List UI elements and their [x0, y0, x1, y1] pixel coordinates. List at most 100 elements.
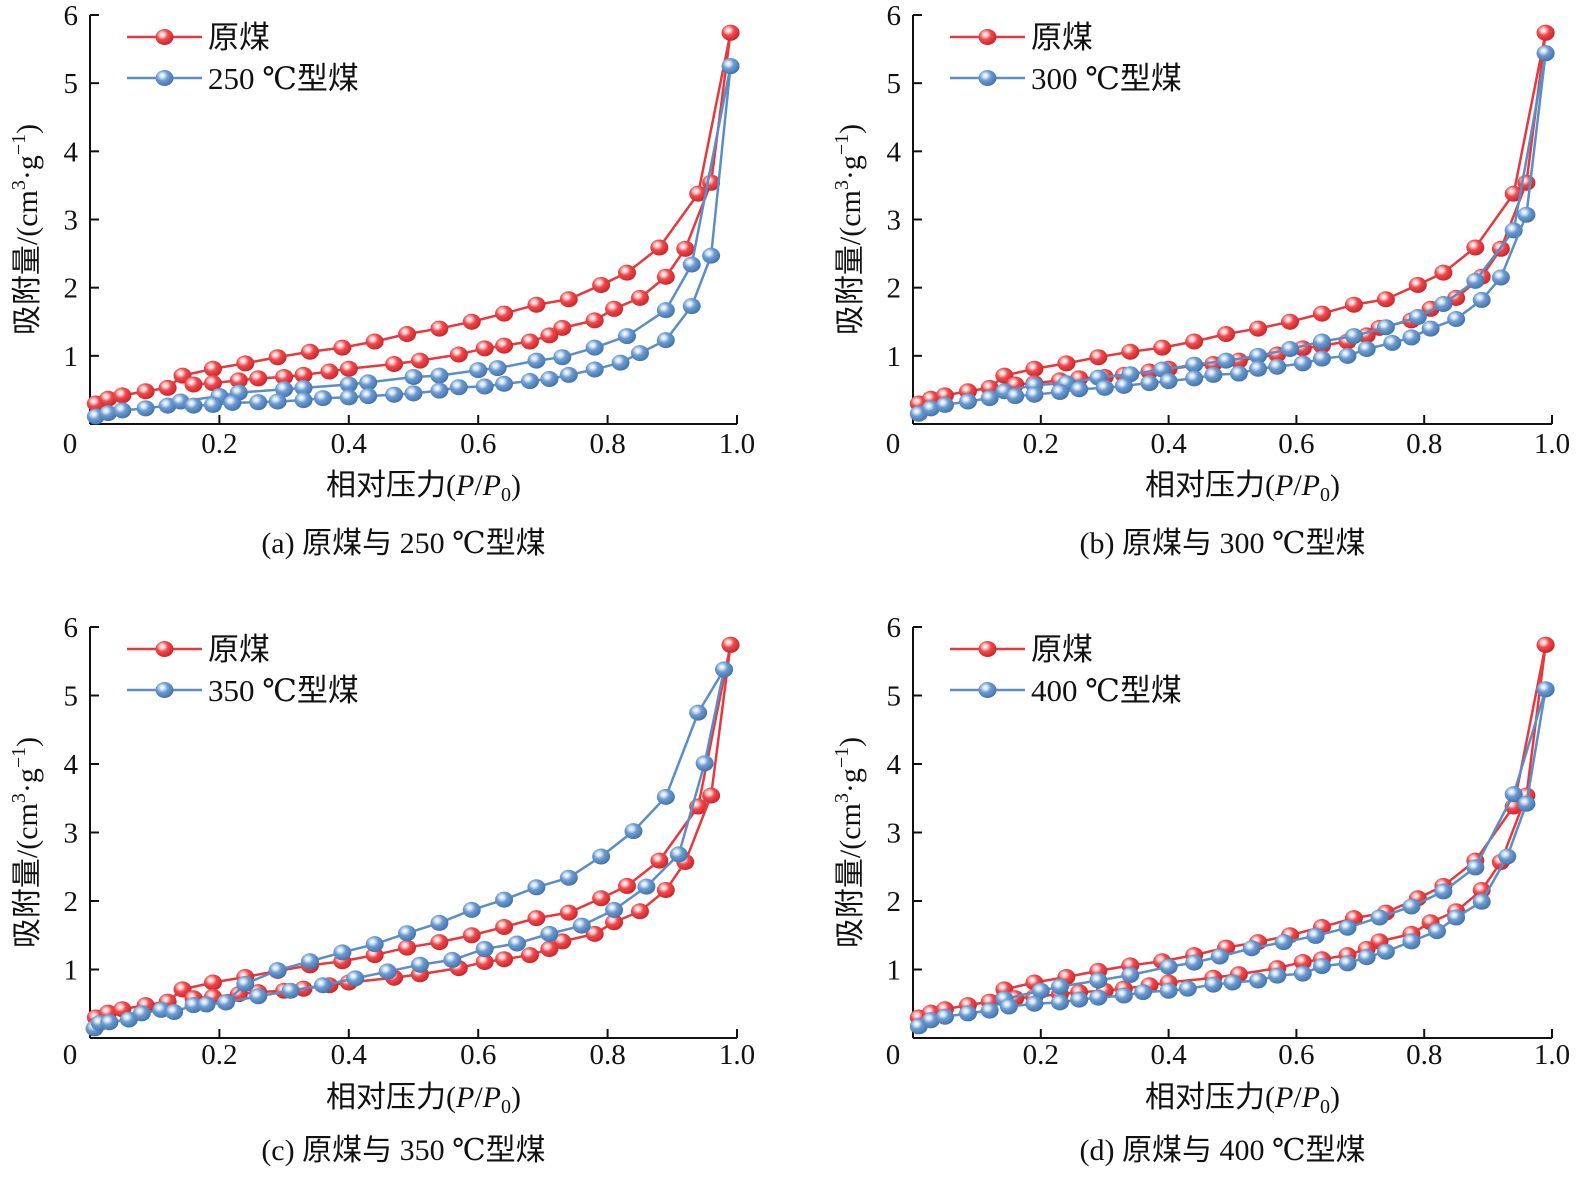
data-point-raw: [229, 372, 248, 389]
data-point-modified: [203, 396, 222, 413]
legend-marker: [155, 70, 174, 86]
data-point-modified: [249, 988, 268, 1005]
data-point-modified: [630, 345, 649, 362]
data-point-raw: [1025, 360, 1044, 377]
data-point-modified: [980, 1002, 999, 1019]
legend-marker: [978, 682, 997, 698]
legend-label: 原煤: [208, 632, 270, 667]
legend-item-raw: 原煤: [127, 20, 270, 55]
data-point-modified: [398, 925, 417, 942]
data-point-raw: [650, 239, 669, 256]
legend: 原煤 300 ℃型煤: [950, 20, 1182, 96]
data-point-raw: [721, 636, 740, 653]
data-point-raw: [1536, 636, 1555, 653]
data-point-modified: [184, 397, 203, 414]
data-point-modified: [275, 381, 294, 398]
data-point-modified: [656, 302, 675, 319]
data-point-raw: [540, 327, 559, 344]
data-point-raw: [99, 390, 118, 407]
data-point-raw: [1293, 953, 1312, 970]
data-point-raw: [1121, 343, 1140, 360]
data-point-modified: [99, 405, 118, 422]
data-point-modified: [404, 385, 423, 402]
x-tick-label: 0.6: [460, 1039, 496, 1071]
data-point-modified: [469, 362, 488, 379]
x-tick-label: 0.4: [331, 428, 368, 460]
data-point-modified: [100, 1014, 119, 1031]
data-point-raw: [136, 383, 155, 400]
data-point-raw: [553, 319, 572, 336]
x-tick-label: 0.4: [1150, 1039, 1187, 1071]
legend-marker: [978, 29, 997, 45]
data-point-modified: [1185, 370, 1204, 387]
data-point-modified: [1031, 982, 1050, 999]
data-point-modified: [618, 328, 637, 345]
data-point-modified: [999, 998, 1018, 1015]
data-point-modified: [430, 367, 449, 384]
data-point-modified: [682, 256, 701, 273]
x-tick-label: 0.2: [1023, 428, 1059, 460]
data-point-modified: [1249, 347, 1268, 364]
data-point-modified: [1114, 377, 1133, 394]
data-point-modified: [1159, 958, 1178, 975]
series-modified-desorption: [999, 681, 1555, 1015]
data-point-modified: [572, 917, 591, 934]
data-point-modified: [656, 332, 675, 349]
data-point-modified: [1472, 893, 1491, 910]
data-point-modified: [1281, 341, 1300, 358]
data-point-modified: [715, 661, 734, 678]
legend-marker: [155, 641, 174, 657]
data-point-raw: [1217, 326, 1236, 343]
data-point-raw: [656, 882, 675, 899]
data-point-modified: [1498, 848, 1517, 865]
data-point-modified: [475, 940, 494, 957]
data-point-raw: [1504, 185, 1523, 202]
data-point-modified: [1178, 980, 1197, 997]
data-point-raw: [585, 925, 604, 942]
data-point-modified: [313, 977, 332, 994]
data-point-modified: [1312, 333, 1331, 350]
data-point-raw: [1249, 320, 1268, 337]
data-point-modified: [339, 389, 358, 406]
y-tick-label: 5: [64, 681, 79, 713]
x-axis-title: 相对压力(P/P0): [1145, 1081, 1340, 1118]
data-point-raw: [495, 919, 514, 936]
series-modified-desorption: [184, 58, 740, 414]
data-point-modified: [1402, 898, 1421, 915]
y-axis-title: 吸附量/(cm3·g−1): [8, 124, 44, 335]
data-point-modified: [1376, 943, 1395, 960]
data-point-modified: [1472, 291, 1491, 308]
data-point-raw: [702, 787, 721, 804]
y-tick-label: 1: [887, 341, 902, 373]
series-line: [225, 669, 726, 1004]
data-point-modified: [1434, 296, 1453, 313]
data-point-raw: [365, 947, 384, 964]
data-point-raw: [656, 268, 675, 285]
data-point-raw: [689, 185, 708, 202]
data-point-modified: [1447, 311, 1466, 328]
data-point-raw: [1312, 305, 1331, 322]
data-point-modified: [410, 956, 429, 973]
y-tick-label: 6: [64, 0, 79, 32]
data-point-raw: [618, 264, 637, 281]
data-point-raw: [268, 349, 287, 366]
x-tick-label: 1.0: [1534, 1039, 1570, 1071]
y-tick-label: 4: [64, 136, 79, 168]
data-point-modified: [611, 354, 630, 371]
legend-marker: [155, 29, 174, 45]
data-point-modified: [921, 400, 940, 417]
data-point-modified: [1223, 974, 1242, 991]
data-point-modified: [281, 982, 300, 999]
y-axis-title: 吸附量/(cm3·g−1): [8, 737, 44, 948]
data-point-modified: [921, 1012, 940, 1029]
data-point-modified: [1421, 320, 1440, 337]
data-point-modified: [1357, 341, 1376, 358]
data-point-modified: [1504, 786, 1523, 803]
data-point-modified: [430, 914, 449, 931]
data-point-raw: [203, 974, 222, 991]
y-tick-label: 3: [887, 205, 902, 237]
data-point-modified: [1210, 948, 1229, 965]
data-point-raw: [1434, 264, 1453, 281]
